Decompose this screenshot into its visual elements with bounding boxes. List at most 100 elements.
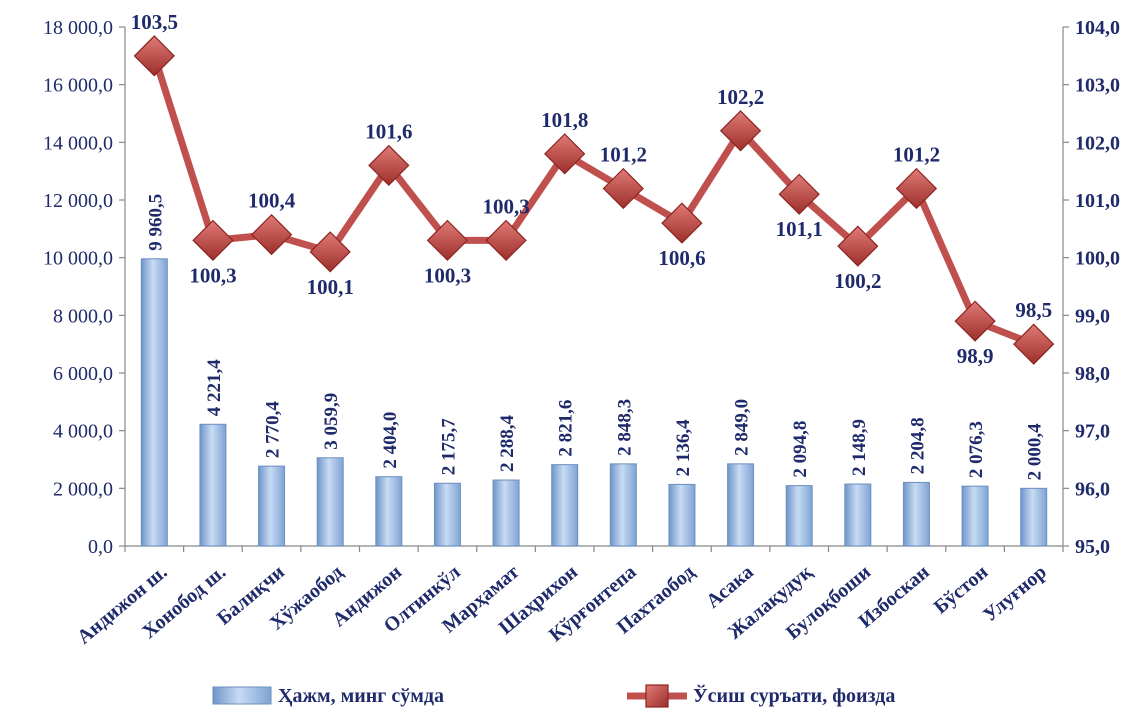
- line-point: [895, 167, 938, 210]
- bar-data-label: 2 175,7: [438, 418, 459, 476]
- right-tick-label: 99,0: [1075, 305, 1110, 327]
- left-tick-label: 18 000,0: [43, 17, 113, 39]
- right-tick-label: 101,0: [1075, 190, 1120, 212]
- legend-line-marker: [645, 684, 669, 708]
- line-data-label: 100,3: [482, 194, 529, 218]
- x-category-labels: Андижон ш.Хонобод ш.БалиқчиХўжаободАндиж…: [73, 561, 1051, 649]
- bar: [727, 463, 755, 547]
- left-tick-label: 16 000,0: [43, 75, 113, 97]
- line-data-labels: 103,5 100,3 100,4 100,1 101,6 100,3 100,3 101,8…: [131, 10, 1052, 368]
- bar: [844, 483, 872, 547]
- left-tick-label: 12 000,0: [43, 190, 113, 212]
- bar: [140, 258, 168, 547]
- bar-data-label: 2 821,6: [556, 400, 577, 457]
- right-tick-label: 95,0: [1075, 536, 1110, 558]
- bar-data-label: 2 094,8: [790, 421, 811, 478]
- line-data-label: 101,2: [893, 142, 940, 166]
- legend-line-label: Ўсиш суръати, фоизда: [693, 683, 895, 707]
- line-data-label: 101,1: [776, 217, 823, 241]
- line-data-label: 102,2: [717, 85, 764, 109]
- line-data-label: 98,5: [1015, 298, 1052, 322]
- line-marker: [250, 213, 293, 256]
- right-tick-label: 103,0: [1075, 75, 1120, 97]
- line-marker: [426, 219, 469, 262]
- legend-bar-label: Ҳажм, минг сўмда: [278, 685, 444, 707]
- bar-series: [140, 258, 1048, 547]
- bar: [902, 481, 930, 547]
- right-tick-label: 97,0: [1075, 421, 1110, 443]
- bar: [375, 476, 403, 547]
- left-tick-label: 8 000,0: [53, 305, 113, 327]
- left-y-ticks: 0,0 2 000,0 4 000,0 6 000,0 8 000,0 10 000,0 1…: [43, 17, 125, 558]
- line-point: [954, 300, 996, 342]
- line-data-label: 101,6: [365, 119, 412, 143]
- bar: [609, 463, 637, 547]
- right-tick-label: 98,0: [1075, 363, 1110, 385]
- line-data-label: 100,4: [248, 189, 296, 213]
- bar-data-label: 3 059,9: [321, 393, 342, 450]
- bar: [199, 423, 227, 547]
- bar-data-labels: 9 960,5 4 221,4 2 770,4 3 059,9 2 404,0 2 175…: [145, 194, 1045, 481]
- legend: Ҳажм, минг сўмда Ўсиш суръати, фоизда: [212, 683, 895, 708]
- line-point: [309, 231, 351, 273]
- bar-data-label: 2 770,4: [263, 401, 284, 459]
- x-ticks: [124, 546, 1064, 552]
- line-point: [544, 133, 586, 175]
- growth-rate-line: [150, 52, 1038, 348]
- line-marker: [837, 225, 879, 267]
- right-y-ticks: 95,0 96,0 97,0 98,0 99,0 100,0 101,0 102,0 103,0…: [1063, 17, 1120, 558]
- line-marker: [778, 173, 820, 215]
- bar-data-label: 2 148,9: [849, 419, 870, 476]
- bar: [258, 465, 286, 547]
- left-tick-label: 14 000,0: [43, 132, 113, 154]
- left-tick-label: 0,0: [88, 536, 113, 558]
- line-series: [150, 52, 1038, 348]
- bar: [785, 485, 813, 547]
- line-marker: [602, 167, 644, 210]
- line-point: [719, 110, 762, 152]
- left-tick-label: 6 000,0: [53, 363, 113, 385]
- bar: [1020, 487, 1048, 547]
- bar: [551, 464, 579, 547]
- line-point: [602, 167, 644, 210]
- line-point: [250, 213, 293, 256]
- x-category-label: Улуғнор: [979, 561, 1051, 626]
- line-data-label: 100,6: [658, 246, 705, 270]
- line-markers: [133, 35, 1055, 365]
- line-marker: [192, 219, 234, 262]
- line-marker: [719, 110, 762, 152]
- bar-data-label: 9 960,5: [145, 194, 166, 251]
- line-marker: [954, 300, 996, 342]
- line-point: [485, 219, 527, 262]
- left-tick-label: 2 000,0: [53, 478, 113, 500]
- line-marker: [309, 231, 351, 273]
- right-tick-label: 104,0: [1075, 17, 1120, 39]
- line-data-label: 101,2: [600, 142, 647, 166]
- right-tick-label: 102,0: [1075, 132, 1120, 154]
- line-data-label: 103,5: [131, 10, 178, 34]
- bar: [316, 457, 344, 547]
- left-tick-label: 10 000,0: [43, 248, 113, 270]
- line-point: [661, 202, 703, 244]
- bar-data-label: 2 136,4: [673, 419, 694, 477]
- line-data-label: 98,9: [957, 344, 994, 368]
- line-marker: [544, 133, 586, 175]
- line-point: [1013, 323, 1055, 365]
- left-tick-label: 4 000,0: [53, 421, 113, 443]
- line-data-label: 100,1: [307, 275, 354, 299]
- line-marker: [1013, 323, 1055, 365]
- line-point: [192, 219, 234, 262]
- line-data-label: 100,3: [424, 263, 471, 287]
- bar-data-label: 2 848,3: [614, 399, 635, 456]
- line-marker: [485, 219, 527, 262]
- bar: [492, 479, 520, 547]
- line-data-label: 100,3: [189, 263, 236, 287]
- bar-data-label: 2 849,0: [732, 399, 753, 456]
- legend-bar-swatch: [212, 686, 272, 705]
- line-marker: [133, 35, 175, 77]
- line-marker: [895, 167, 938, 210]
- line-point: [368, 144, 410, 187]
- bar-data-label: 2 076,3: [966, 421, 987, 478]
- line-point: [133, 35, 175, 77]
